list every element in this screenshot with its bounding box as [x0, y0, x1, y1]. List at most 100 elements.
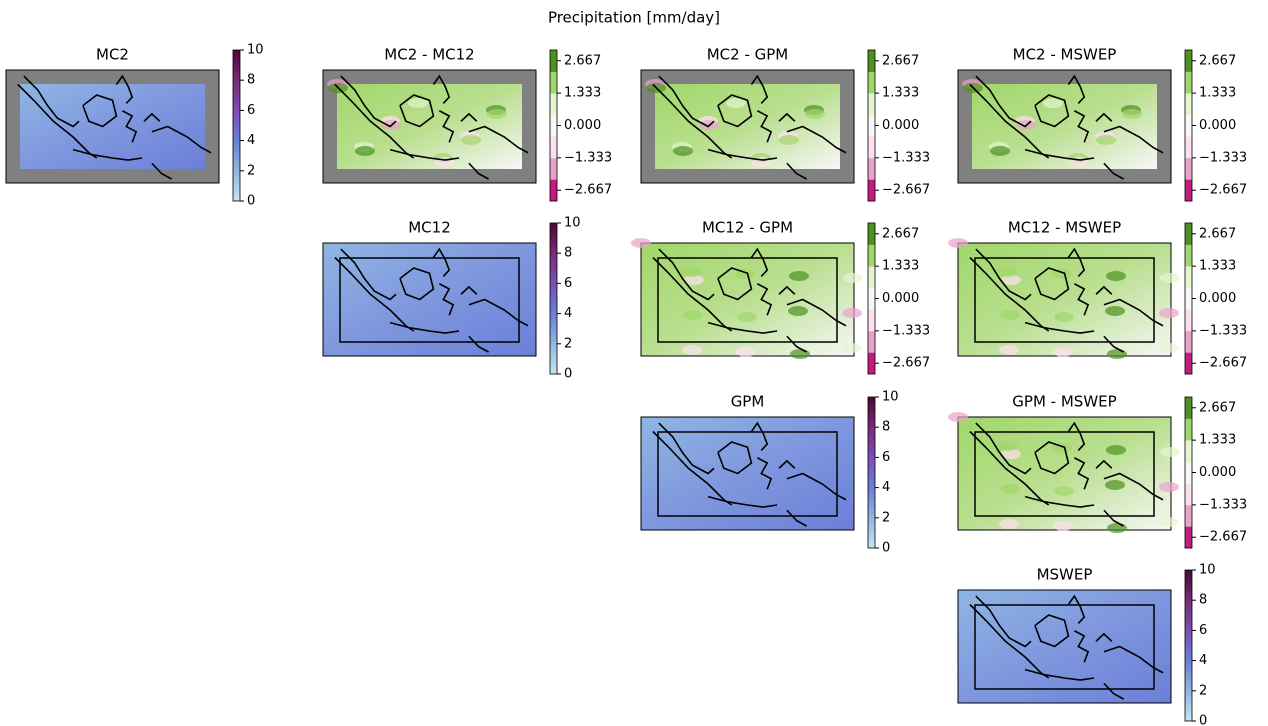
- map-field: [958, 417, 1171, 530]
- colorbar-band: [550, 72, 557, 94]
- colorbar-band: [868, 288, 875, 310]
- map: [323, 243, 536, 356]
- colorbar-tick-label: 10: [564, 216, 581, 231]
- colorbar-tick-label: 0.000: [882, 118, 919, 133]
- map-patch: [737, 312, 757, 322]
- colorbar-tick-label: −1.333: [882, 323, 930, 338]
- map-patch: [1158, 517, 1178, 527]
- map-patch: [789, 271, 809, 281]
- colorbar-tick-label: 0.000: [1199, 291, 1236, 306]
- colorbar-tick-label: 6: [1199, 623, 1207, 638]
- map-patch: [355, 146, 375, 156]
- colorbar-tick-label: 0: [564, 367, 572, 382]
- panel-title: GPM: [731, 393, 765, 411]
- colorbar-band: [868, 136, 875, 158]
- colorbar-tick-label: −2.667: [882, 183, 930, 198]
- colorbar-tick-label: −2.667: [1199, 356, 1247, 371]
- map-patch: [1159, 482, 1179, 492]
- colorbar-band: [1185, 331, 1192, 353]
- colorbar-tick-label: 2.667: [564, 53, 601, 68]
- colorbar-fill: [550, 223, 557, 374]
- colorbar-tick-label: 0.000: [1199, 465, 1236, 480]
- map-patch: [948, 412, 968, 422]
- map-patch: [990, 146, 1010, 156]
- colorbar-band: [1185, 223, 1192, 245]
- colorbar-tick-label: −2.667: [1199, 183, 1247, 198]
- map-patch: [998, 441, 1018, 451]
- colorbar-band: [1185, 505, 1192, 527]
- colorbar-band: [1185, 483, 1192, 505]
- colorbar-band: [868, 352, 875, 374]
- map-patch: [1159, 308, 1179, 318]
- colorbar-band: [1185, 309, 1192, 331]
- colorbar-tick-label: 8: [882, 420, 890, 435]
- map: [323, 70, 536, 183]
- colorbar-tick-label: −2.667: [882, 356, 930, 371]
- map-patch: [736, 347, 756, 357]
- map-field: [655, 84, 840, 169]
- map-patch: [788, 306, 808, 316]
- colorbar-tick-label: 2.667: [882, 226, 919, 241]
- map: [958, 590, 1171, 703]
- colorbar-tick-label: 1.333: [882, 86, 919, 101]
- figure: Precipitation [mm/day] MC20246810MC2 - M…: [0, 0, 1268, 726]
- map-patch: [683, 310, 703, 320]
- map: [631, 238, 863, 359]
- colorbar-tick-label: −1.333: [882, 150, 930, 165]
- map-patch: [843, 273, 863, 283]
- colorbar-band: [868, 223, 875, 245]
- map-patch: [1107, 523, 1127, 533]
- colorbar-tick-label: 10: [247, 43, 264, 58]
- map-patch: [999, 345, 1019, 355]
- map-patch: [1054, 312, 1074, 322]
- panel-title: MC12: [408, 219, 451, 237]
- map-patch: [681, 267, 701, 277]
- colorbar-tick-label: 0: [1199, 714, 1207, 726]
- colorbar-tick-label: −1.333: [1199, 150, 1247, 165]
- map-patch: [948, 238, 968, 248]
- panel-title: MC2 - MSWEP: [1013, 46, 1117, 64]
- colorbar-band: [1185, 526, 1192, 548]
- colorbar-tick-label: 0.000: [1199, 118, 1236, 133]
- map-patch: [1160, 447, 1180, 457]
- colorbar-tick-label: −2.667: [564, 183, 612, 198]
- colorbar-fill: [1185, 570, 1192, 721]
- colorbar-tick-label: 2.667: [1199, 53, 1236, 68]
- colorbar-band: [868, 93, 875, 115]
- colorbar-band: [1185, 266, 1192, 288]
- colorbar-tick-label: 1.333: [564, 86, 601, 101]
- map-field: [958, 590, 1171, 703]
- panel-title: MC12 - MSWEP: [1008, 219, 1121, 237]
- colorbar-band: [1185, 136, 1192, 158]
- colorbar-band: [550, 93, 557, 115]
- colorbar-tick-label: 2: [564, 336, 572, 351]
- map: [958, 70, 1171, 183]
- map-patch: [790, 349, 810, 359]
- panel-title: MC2: [96, 46, 129, 64]
- panel-title: MC12 - GPM: [702, 219, 793, 237]
- colorbar-band: [868, 115, 875, 137]
- map-field: [972, 84, 1157, 169]
- map-patch: [1160, 273, 1180, 283]
- map-patch: [1105, 306, 1125, 316]
- colorbar-tick-label: 4: [564, 306, 572, 321]
- colorbar-band: [1185, 72, 1192, 94]
- colorbar-tick-label: 10: [1199, 563, 1216, 578]
- map-patch: [631, 238, 651, 248]
- colorbar-band: [550, 179, 557, 201]
- colorbar-tick-label: 8: [1199, 593, 1207, 608]
- colorbar-band: [868, 309, 875, 331]
- colorbar-tick-label: 2.667: [1199, 400, 1236, 415]
- colorbar-band: [550, 136, 557, 158]
- colorbar-tick-label: 2.667: [1199, 226, 1236, 241]
- colorbar-band: [1185, 115, 1192, 137]
- colorbar-tick-label: 1.333: [882, 259, 919, 274]
- colorbar-band: [868, 245, 875, 267]
- colorbar-tick-label: 8: [247, 73, 255, 88]
- colorbar-band: [550, 158, 557, 180]
- map-patch: [1054, 486, 1074, 496]
- colorbar-tick-label: 2: [882, 510, 890, 525]
- colorbar-tick-label: 1.333: [1199, 86, 1236, 101]
- map-patch: [682, 345, 702, 355]
- map-patch: [779, 135, 799, 145]
